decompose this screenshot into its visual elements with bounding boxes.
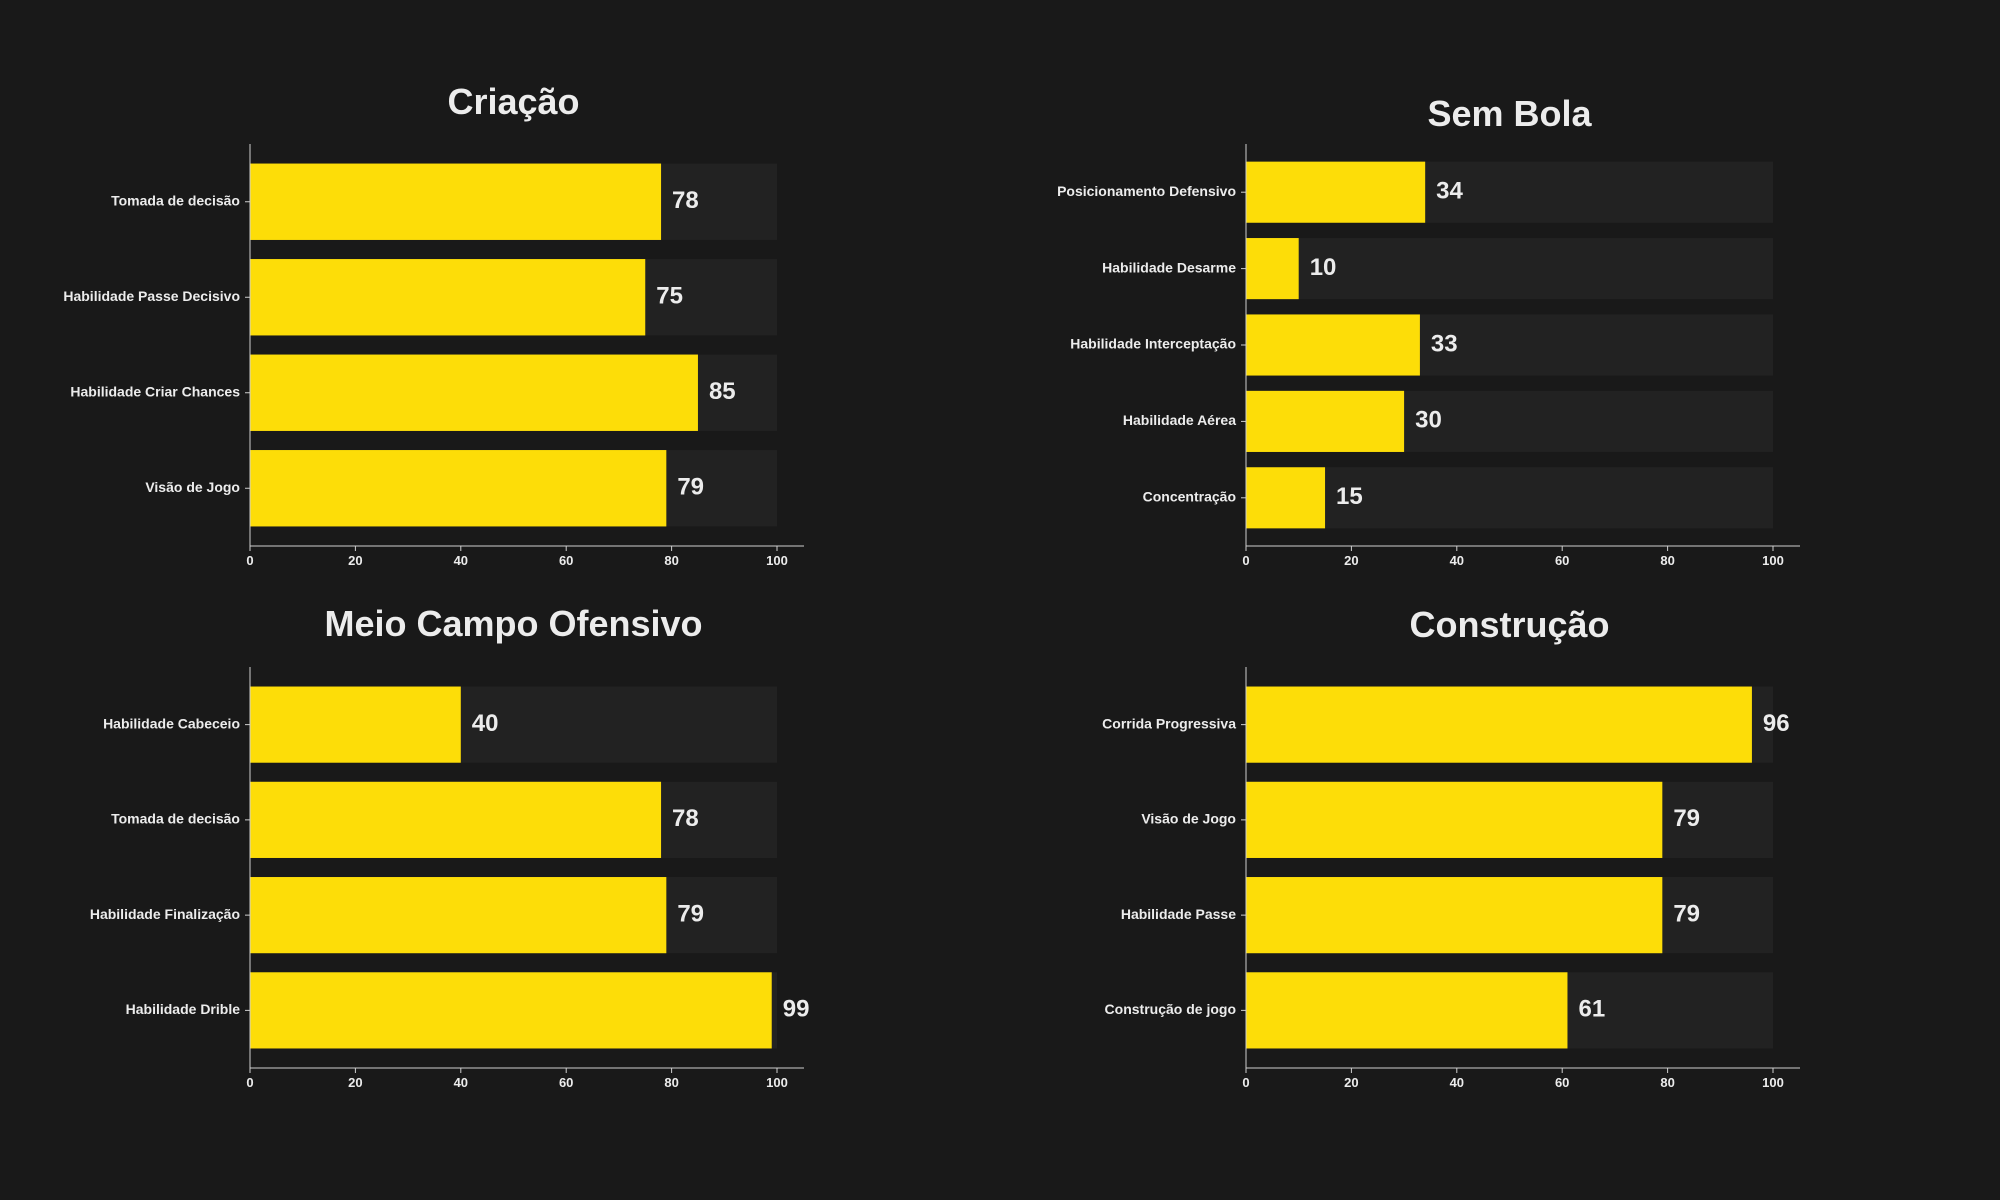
category-label: Habilidade Finalização [90, 906, 240, 922]
data-label: 79 [1673, 805, 1700, 832]
x-tick-label: 40 [1450, 1075, 1464, 1090]
bar [250, 686, 461, 763]
x-tick-label: 100 [766, 553, 788, 568]
data-label: 79 [1673, 900, 1700, 927]
category-label: Tomada de decisão [111, 192, 240, 208]
data-label: 85 [709, 378, 736, 405]
x-tick-label: 40 [1450, 553, 1464, 568]
bar [1246, 972, 1568, 1049]
bar [250, 972, 772, 1049]
bar [1246, 238, 1299, 300]
category-label: Habilidade Desarme [1102, 259, 1236, 275]
x-tick-label: 60 [1555, 1075, 1569, 1090]
x-tick-label: 80 [664, 1075, 678, 1090]
chart-title: Construção [1409, 604, 1609, 645]
bar [250, 354, 698, 431]
x-tick-label: 40 [454, 1075, 468, 1090]
data-label: 79 [677, 474, 704, 501]
bar [250, 781, 662, 858]
chart-panel: Construção Corrida Progressiva 96 Visão de … [1102, 604, 1800, 1090]
chart-panel: Sem Bola Posicionamento Defensivo 34 Habili… [1057, 93, 1800, 568]
bar [250, 259, 646, 336]
chart-title: Sem Bola [1427, 93, 1592, 134]
bar [1246, 161, 1426, 223]
category-label: Habilidade Interceptação [1070, 336, 1236, 352]
x-tick-label: 20 [348, 553, 362, 568]
category-label: Posicionamento Defensivo [1057, 183, 1236, 199]
data-label: 99 [783, 996, 810, 1023]
bar [250, 877, 667, 954]
x-tick-label: 80 [1660, 1075, 1674, 1090]
x-tick-label: 100 [1762, 1075, 1784, 1090]
data-label: 15 [1336, 483, 1363, 510]
category-label: Visão de Jogo [1141, 811, 1236, 827]
data-label: 40 [472, 710, 499, 737]
x-tick-label: 0 [1242, 553, 1249, 568]
category-label: Habilidade Criar Chances [70, 383, 240, 399]
data-label: 61 [1578, 996, 1605, 1023]
x-tick-label: 20 [1344, 553, 1358, 568]
x-tick-label: 60 [559, 1075, 573, 1090]
x-tick-label: 80 [1660, 553, 1674, 568]
bar [250, 450, 667, 527]
x-tick-label: 0 [1242, 1075, 1249, 1090]
category-label: Habilidade Cabeceio [103, 715, 240, 731]
bar [1246, 877, 1663, 954]
category-label: Corrida Progressiva [1102, 715, 1236, 731]
chart-title: Meio Campo Ofensivo [324, 603, 702, 644]
data-label: 79 [677, 900, 704, 927]
bar-track [1246, 238, 1773, 300]
chart-panel: Criação Tomada de decisão 78 Habilidade Pas… [63, 81, 804, 568]
data-label: 30 [1415, 407, 1442, 434]
x-tick-label: 20 [348, 1075, 362, 1090]
x-tick-label: 20 [1344, 1075, 1358, 1090]
x-tick-label: 80 [664, 553, 678, 568]
x-tick-label: 0 [246, 553, 253, 568]
category-label: Visão de Jogo [145, 479, 240, 495]
category-label: Habilidade Aérea [1123, 412, 1236, 428]
bar-track [1246, 467, 1773, 529]
bar [1246, 314, 1420, 376]
category-label: Construção de jogo [1105, 1001, 1236, 1017]
data-label: 34 [1436, 178, 1463, 205]
category-label: Habilidade Passe [1121, 906, 1236, 922]
x-tick-label: 40 [454, 553, 468, 568]
x-tick-label: 100 [766, 1075, 788, 1090]
data-label: 75 [656, 283, 683, 310]
x-tick-label: 60 [559, 553, 573, 568]
category-label: Habilidade Passe Decisivo [63, 288, 240, 304]
data-label: 78 [672, 805, 699, 832]
category-label: Habilidade Drible [126, 1001, 241, 1017]
data-label: 10 [1310, 254, 1337, 281]
category-label: Tomada de decisão [111, 811, 240, 827]
x-tick-label: 100 [1762, 553, 1784, 568]
bar [1246, 781, 1663, 858]
bar [1246, 467, 1326, 529]
bar [1246, 686, 1752, 763]
category-label: Concentração [1143, 489, 1236, 505]
chart-title: Criação [447, 81, 579, 122]
data-label: 33 [1431, 330, 1458, 357]
x-tick-label: 0 [246, 1075, 253, 1090]
data-label: 78 [672, 187, 699, 214]
bar [250, 163, 662, 240]
bar [1246, 390, 1405, 452]
data-label: 96 [1763, 710, 1790, 737]
chart-panel: Meio Campo Ofensivo Habilidade Cabeceio 40… [90, 603, 810, 1090]
x-tick-label: 60 [1555, 553, 1569, 568]
